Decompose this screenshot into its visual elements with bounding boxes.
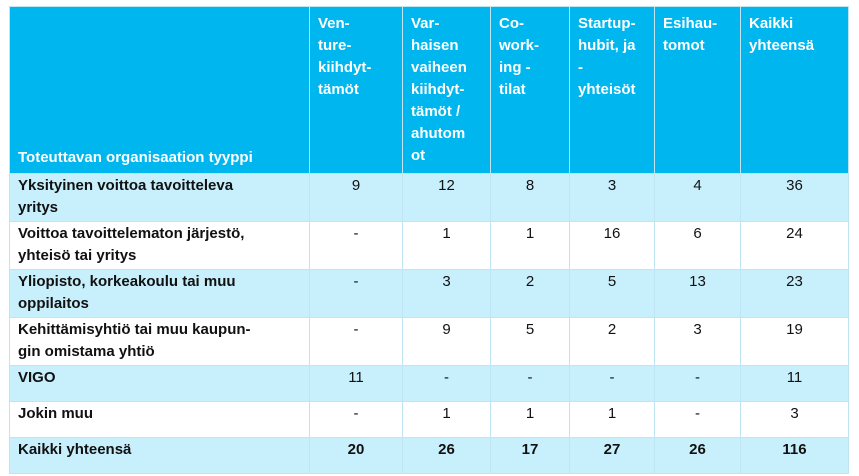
value-cell: 9 [309, 173, 403, 222]
row-label: Yksityinen voittoa tavoitteleva yritys [9, 173, 310, 222]
table-row: VIGO 11- - - -11 [9, 365, 849, 402]
total-value-cell: 26 [654, 437, 741, 474]
header-cell-startup-hubs: Startup- hubit, ja - yhteisöt [569, 6, 655, 174]
value-cell: 16 [569, 221, 655, 270]
value-cell: 11 [309, 365, 403, 402]
table-row: Voittoa tavoittelematon järjestö, yhteis… [9, 221, 849, 270]
value-cell: - [490, 365, 570, 402]
value-cell: 13 [654, 269, 741, 318]
row-label: Kehittämisyhtiö tai muu kaupun- gin omis… [9, 317, 310, 366]
value-cell: - [654, 365, 741, 402]
value-cell: 1 [490, 221, 570, 270]
header-cell-pre-incubators: Esihau- tomot [654, 6, 741, 174]
total-row: Kaikki yhteensä 20 26 17 27 26 116 [9, 437, 849, 474]
value-cell: 3 [740, 401, 849, 438]
total-value-cell: 27 [569, 437, 655, 474]
value-cell: 8 [490, 173, 570, 222]
value-cell: - [569, 365, 655, 402]
header-cell-organisation-type: Toteuttavan organisaation tyyppi [9, 6, 310, 174]
value-cell: - [309, 317, 403, 366]
header-cell-venture-accelerators: Ven- ture- kiihdyt- tämöt [309, 6, 403, 174]
value-cell: 3 [402, 269, 491, 318]
value-cell: 3 [569, 173, 655, 222]
table-row: Jokin muu -1 1 1-3 [9, 401, 849, 438]
value-cell: - [309, 401, 403, 438]
table-container: Toteuttavan organisaation tyyppi Ven- tu… [9, 6, 849, 474]
row-label: Voittoa tavoittelematon järjestö, yhteis… [9, 221, 310, 270]
value-cell: 6 [654, 221, 741, 270]
table-row: Yliopisto, korkeakoulu tai muu oppilaito… [9, 269, 849, 318]
table-row: Yksityinen voittoa tavoitteleva yritys 9 1… [9, 173, 849, 222]
value-cell: 2 [569, 317, 655, 366]
value-cell: - [309, 221, 403, 270]
value-cell: 1 [490, 401, 570, 438]
value-cell: 4 [654, 173, 741, 222]
value-cell: - [309, 269, 403, 318]
value-cell: 3 [654, 317, 741, 366]
header-cell-total: Kaikki yhteensä [740, 6, 849, 174]
total-value-cell: 26 [402, 437, 491, 474]
value-cell: 1 [402, 221, 491, 270]
header-cell-coworking: Co- work- ing - tilat [490, 6, 570, 174]
value-cell: 9 [402, 317, 491, 366]
value-cell: 23 [740, 269, 849, 318]
total-value-cell: 116 [740, 437, 849, 474]
value-cell: 19 [740, 317, 849, 366]
total-value-cell: 17 [490, 437, 570, 474]
value-cell: 5 [490, 317, 570, 366]
table-row: Kehittämisyhtiö tai muu kaupun- gin omis… [9, 317, 849, 366]
value-cell: 12 [402, 173, 491, 222]
value-cell: - [654, 401, 741, 438]
value-cell: 36 [740, 173, 849, 222]
header-cell-early-stage-accelerators: Var- haisen vaiheen kiihdyt- tämöt / ahu… [402, 6, 491, 174]
value-cell: 2 [490, 269, 570, 318]
value-cell: 11 [740, 365, 849, 402]
value-cell: 5 [569, 269, 655, 318]
header-row: Toteuttavan organisaation tyyppi Ven- tu… [9, 6, 849, 174]
row-label: Yliopisto, korkeakoulu tai muu oppilaito… [9, 269, 310, 318]
total-value-cell: 20 [309, 437, 403, 474]
row-label: VIGO [9, 365, 310, 402]
value-cell: 1 [569, 401, 655, 438]
total-row-label: Kaikki yhteensä [9, 437, 310, 474]
organisation-type-table: Toteuttavan organisaation tyyppi Ven- tu… [9, 6, 849, 474]
value-cell: 1 [402, 401, 491, 438]
row-label: Jokin muu [9, 401, 310, 438]
value-cell: - [402, 365, 491, 402]
value-cell: 24 [740, 221, 849, 270]
